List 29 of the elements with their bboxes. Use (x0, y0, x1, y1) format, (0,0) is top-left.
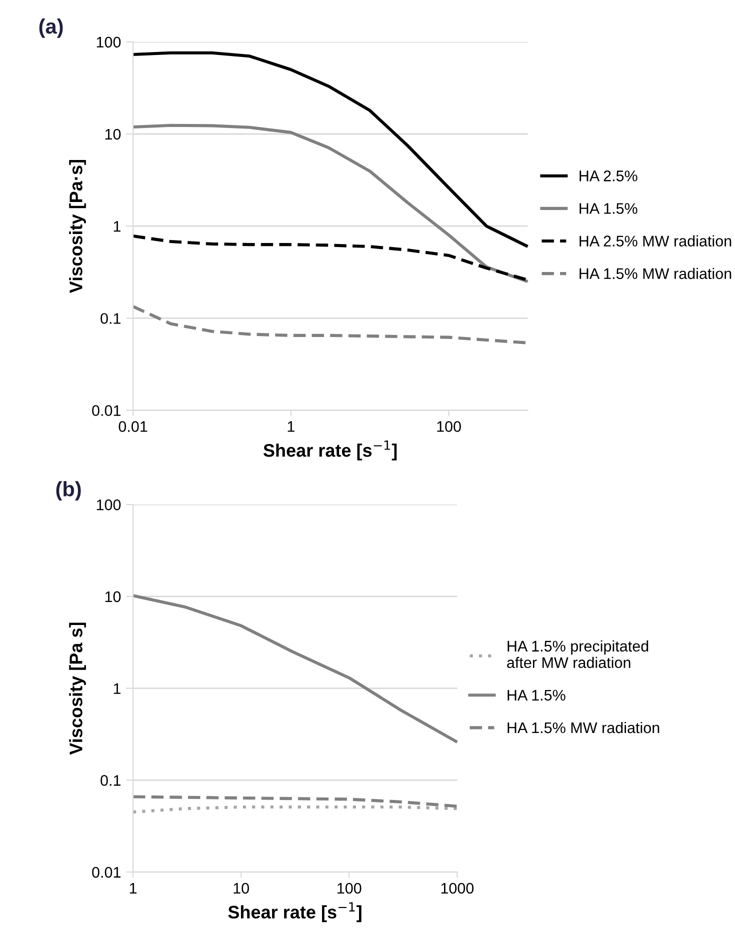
x-axis-title: Shear rate [s$^{−1}$] (228, 902, 362, 922)
legend-label: HA 2.5% (580, 170, 638, 182)
legend-label: HA 1.5% MW radiation (580, 268, 732, 280)
legend-label: HA 1.5% precipitated after MW radiation (507, 640, 648, 668)
y-axis-title: Viscosity [Pa·s] (69, 160, 86, 294)
legend-label: HA 1.5% (580, 203, 638, 214)
y-tick-label: 100 (96, 499, 121, 510)
y-tick-label: 0.01 (92, 866, 120, 878)
y-tick-label: 10 (105, 591, 121, 602)
x-tick-label: 1000 (441, 882, 474, 894)
x-tick-label: 1 (130, 883, 137, 894)
x-tick-label: 10 (234, 882, 249, 894)
legend-label: HA 2.5% MW radiation (580, 235, 732, 246)
y-tick-label: 1 (114, 683, 120, 694)
y-tick-label: 0.1 (100, 775, 120, 786)
y-tick-label: 1 (114, 221, 120, 232)
legend-label: HA 1.5% (508, 690, 566, 701)
y-tick-label: 10 (105, 128, 121, 140)
x-tick-label: 100 (437, 421, 461, 432)
chart-title: (b) (56, 481, 81, 501)
chart-title: (a) (39, 18, 63, 38)
x-axis-title: Shear rate [s$^{−1}$] (263, 440, 397, 460)
x-tick-label: 100 (338, 882, 362, 894)
legend-label: HA 1.5% MW radiation (508, 722, 660, 734)
x-tick-label: 1 (288, 421, 294, 432)
y-tick-label: 100 (96, 36, 121, 48)
y-axis-title: Viscosity [Pa s] (69, 622, 86, 755)
y-tick-label: 0.01 (92, 405, 120, 416)
y-tick-label: 0.1 (100, 313, 120, 324)
